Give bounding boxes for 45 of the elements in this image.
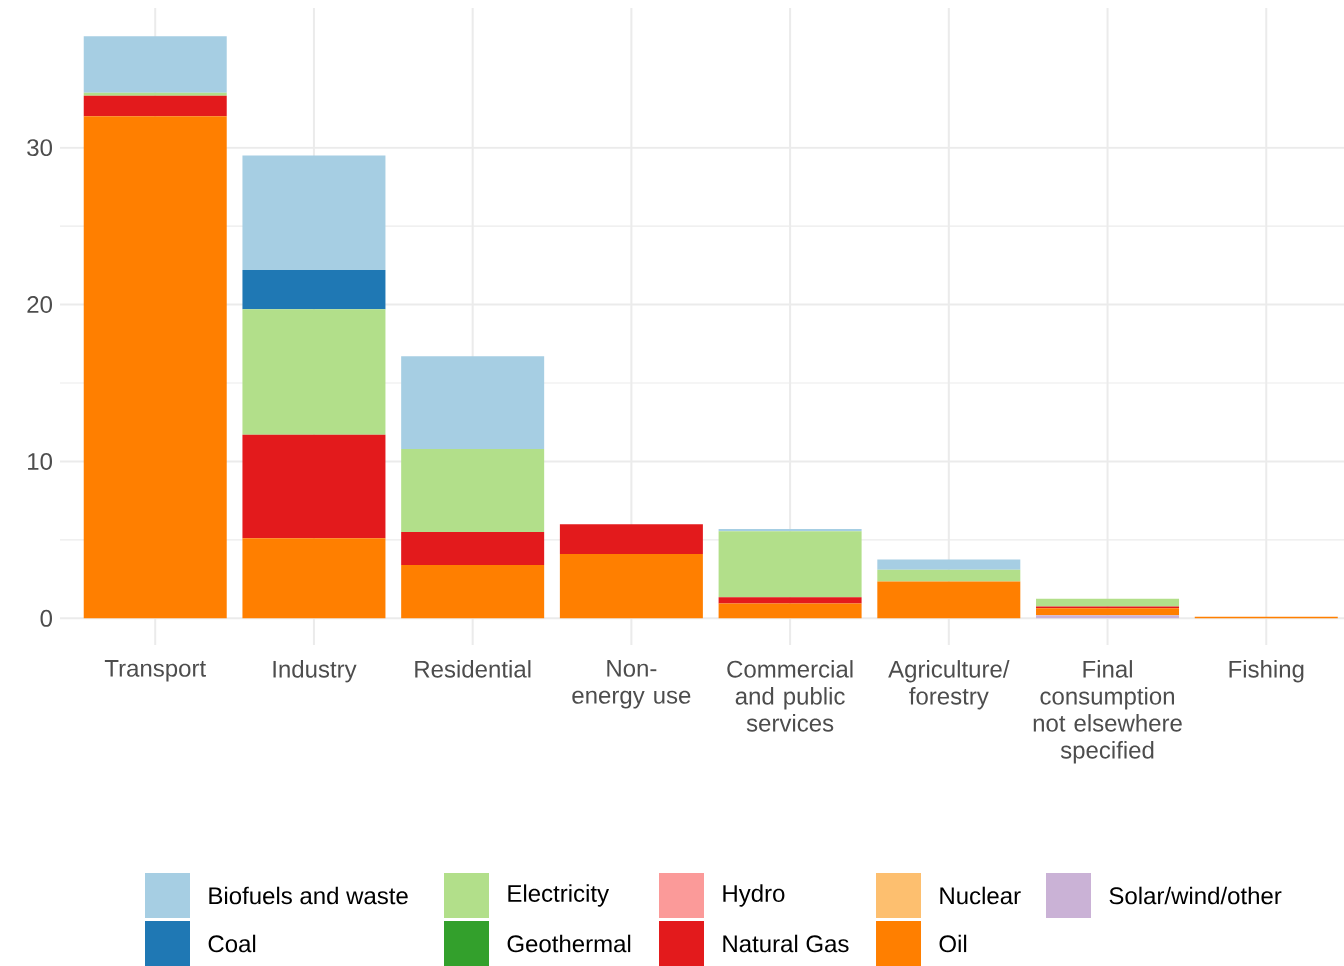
y-tick-label: 20 xyxy=(27,296,53,314)
legend-label: Electricity xyxy=(508,884,610,907)
bar xyxy=(877,569,1021,582)
bar xyxy=(718,531,862,598)
bar xyxy=(401,532,545,565)
x-tick-label: Non-energy use xyxy=(572,660,691,709)
bar xyxy=(401,448,545,533)
y-tick-label: 0 xyxy=(40,609,53,627)
bar xyxy=(401,356,545,449)
bar xyxy=(242,155,386,271)
legend-label: Biofuels and waste xyxy=(209,886,408,905)
legend-label: Oil xyxy=(939,934,967,953)
y-tick-label: 30 xyxy=(27,139,53,157)
bar xyxy=(1036,615,1180,619)
bar xyxy=(242,434,386,539)
bar xyxy=(559,554,703,619)
bar xyxy=(242,309,386,435)
bar xyxy=(83,116,227,619)
bar xyxy=(242,270,386,310)
bar xyxy=(877,581,1021,619)
bar xyxy=(83,36,227,93)
bar xyxy=(242,538,386,619)
legend-label: Nuclear xyxy=(940,886,1021,905)
legend-label: Natural Gas xyxy=(723,934,849,953)
bar xyxy=(718,597,862,604)
bar xyxy=(401,564,545,619)
bar xyxy=(718,603,862,619)
legend-label: Coal xyxy=(208,934,256,953)
x-tick-label: Commercial and public services xyxy=(727,660,853,732)
x-tick-label: Fishing xyxy=(1229,660,1304,683)
bar xyxy=(877,559,1021,570)
x-tick-label: Transport xyxy=(104,660,206,682)
legend-label: Solar/wind/other xyxy=(1109,886,1282,905)
legend-label: Geothermal xyxy=(507,934,631,953)
bar xyxy=(559,524,703,554)
bar xyxy=(1036,608,1180,616)
x-tick-label: Final consumption not elsewhere specified xyxy=(1033,660,1182,764)
legend-label: Hydro xyxy=(723,884,785,907)
y-tick-label: 10 xyxy=(28,452,53,470)
x-tick-label: Agriculture/ forestry xyxy=(888,660,1010,710)
x-tick-label: Industry xyxy=(273,660,357,683)
bar xyxy=(83,92,227,96)
bar xyxy=(83,95,227,117)
bar xyxy=(1036,598,1180,607)
x-tick-label: Residential xyxy=(415,660,531,678)
